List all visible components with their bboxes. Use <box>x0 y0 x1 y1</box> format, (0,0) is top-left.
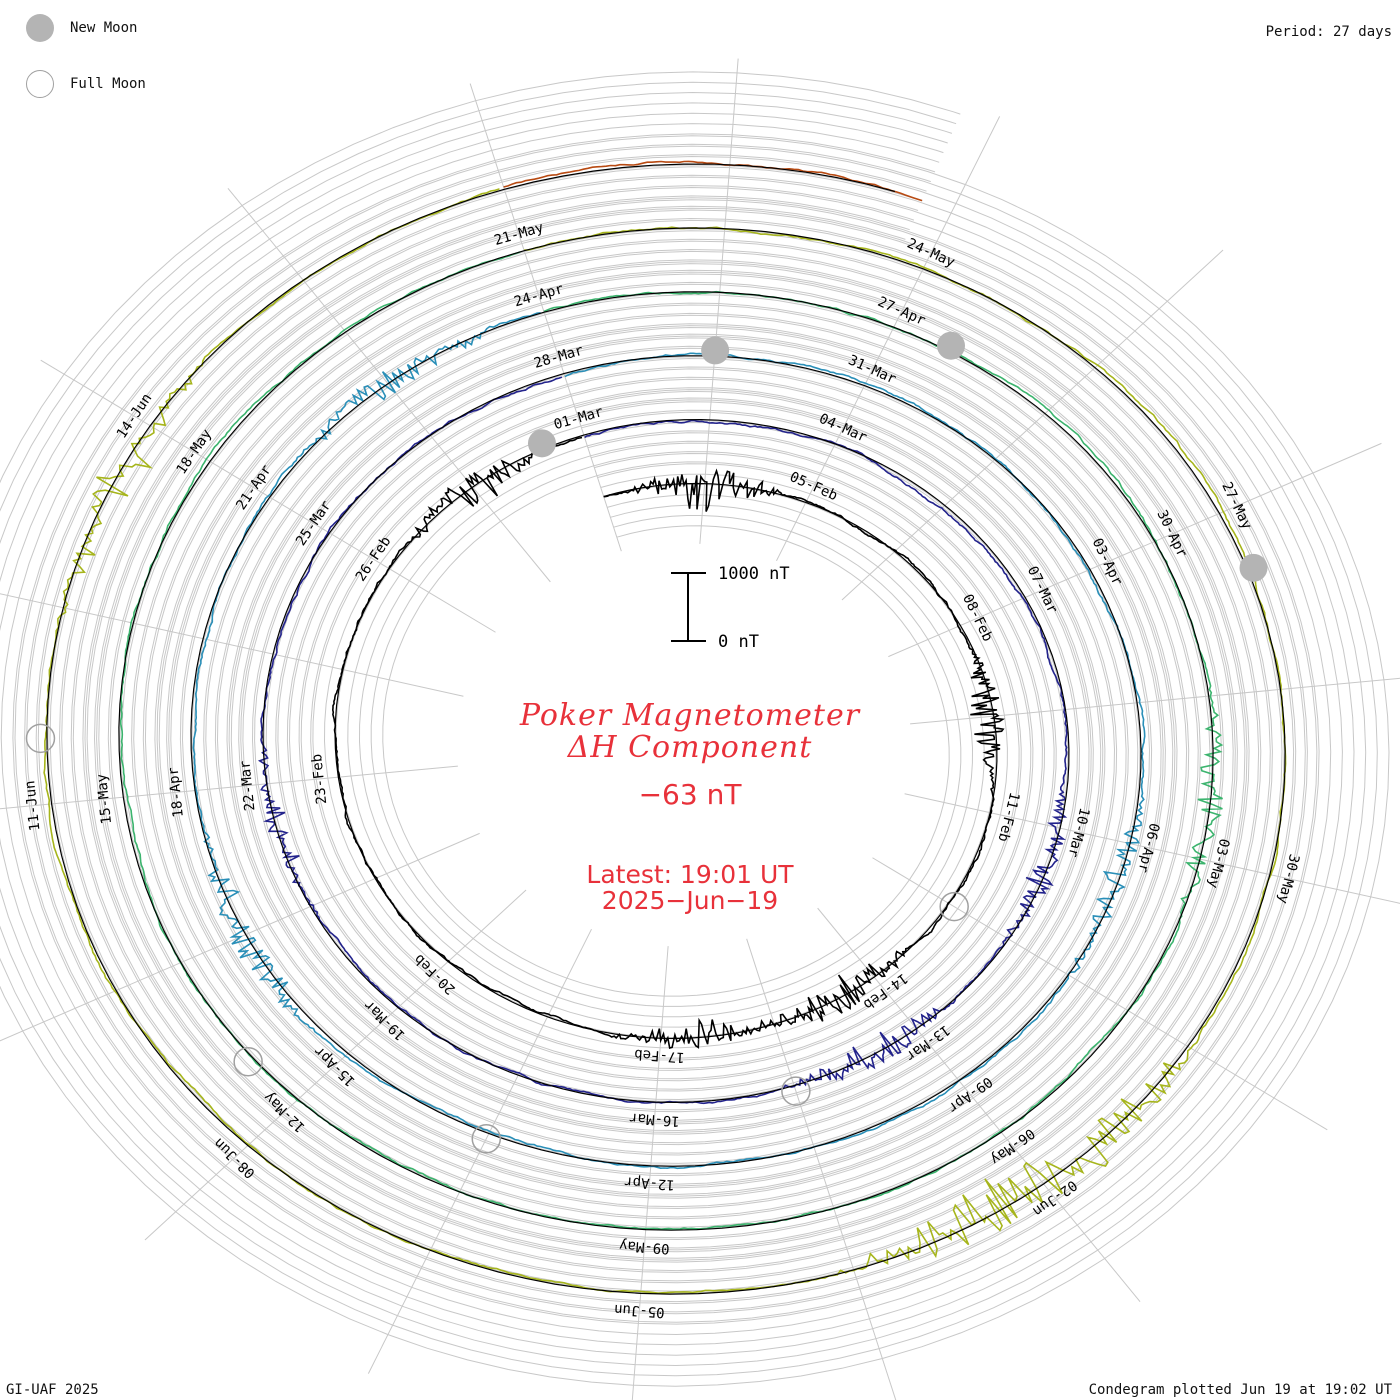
latest-date: 2025−Jun−19 <box>601 886 779 915</box>
grid-spoke <box>841 249 1224 601</box>
full-moon-icon <box>26 70 54 98</box>
full-moon-marker <box>781 1076 811 1106</box>
grid-spoke <box>699 58 739 544</box>
latest-time: Latest: 19:01 UT <box>586 860 794 889</box>
scale-bar-bottom-label: 0 nT <box>718 632 759 652</box>
date-label: 12-Apr <box>624 1173 676 1192</box>
legend-full-moon-label: Full Moon <box>70 76 146 92</box>
grid-spoke <box>910 677 1400 725</box>
new-moon-marker <box>527 429 556 458</box>
grid-spoke <box>144 889 527 1241</box>
grid-spoke <box>888 442 1382 658</box>
grid-spoke <box>0 832 480 1042</box>
moon-layer <box>25 331 1268 1154</box>
date-label: 11-Jun <box>22 780 43 832</box>
legend-new-moon-label: New Moon <box>70 20 138 36</box>
grid-spoke <box>904 793 1400 904</box>
date-label: 16-Mar <box>629 1109 681 1128</box>
new-moon-marker <box>1239 553 1268 582</box>
date-label: 05-Jun <box>614 1301 666 1320</box>
full-moon-marker <box>233 1046 263 1077</box>
date-label: 11-Feb <box>995 790 1023 843</box>
new-moon-marker <box>937 331 966 360</box>
full-moon-marker <box>939 891 969 922</box>
scale-bar: 1000 nT 0 nT <box>671 564 790 652</box>
date-label: 09-May <box>619 1237 671 1256</box>
date-label: 17-Feb <box>634 1046 686 1065</box>
grid-spoke <box>746 938 897 1400</box>
date-label: 22-Mar <box>237 760 258 812</box>
grid-spoke <box>469 83 622 552</box>
date-label: 18-Apr <box>166 766 187 818</box>
period-label: Period: 27 days <box>1265 24 1392 40</box>
new-moon-icon <box>26 14 54 42</box>
date-label: 15-May <box>94 773 115 825</box>
plotted-timestamp: Condegram plotted Jun 19 at 19:02 UT <box>1088 1382 1392 1398</box>
grid-spoke <box>0 765 458 810</box>
new-moon-marker <box>701 336 730 365</box>
full-moon-marker <box>25 723 56 754</box>
full-moon-marker <box>471 1124 502 1154</box>
date-label: 03-Apr <box>1089 536 1126 588</box>
credit-label: GI-UAF 2025 <box>6 1382 99 1398</box>
date-label: 23-Feb <box>309 753 330 805</box>
current-value: −63 nT <box>638 778 742 811</box>
grid-spoke <box>0 593 464 697</box>
grid-spoke <box>817 907 1141 1303</box>
grid-spoke <box>631 946 669 1400</box>
ring-layer <box>46 163 1286 1295</box>
date-label: 20-Feb <box>411 951 458 998</box>
chart-subtitle: ΔH Component <box>567 730 813 765</box>
scale-bar-top-label: 1000 nT <box>718 564 790 584</box>
date-label: 26-Feb <box>353 534 395 585</box>
chart-title: Poker Magnetometer <box>519 698 861 733</box>
baseline-spiral <box>46 163 1286 1295</box>
grid-spoke <box>227 187 551 583</box>
grid-spoke <box>776 116 1001 562</box>
